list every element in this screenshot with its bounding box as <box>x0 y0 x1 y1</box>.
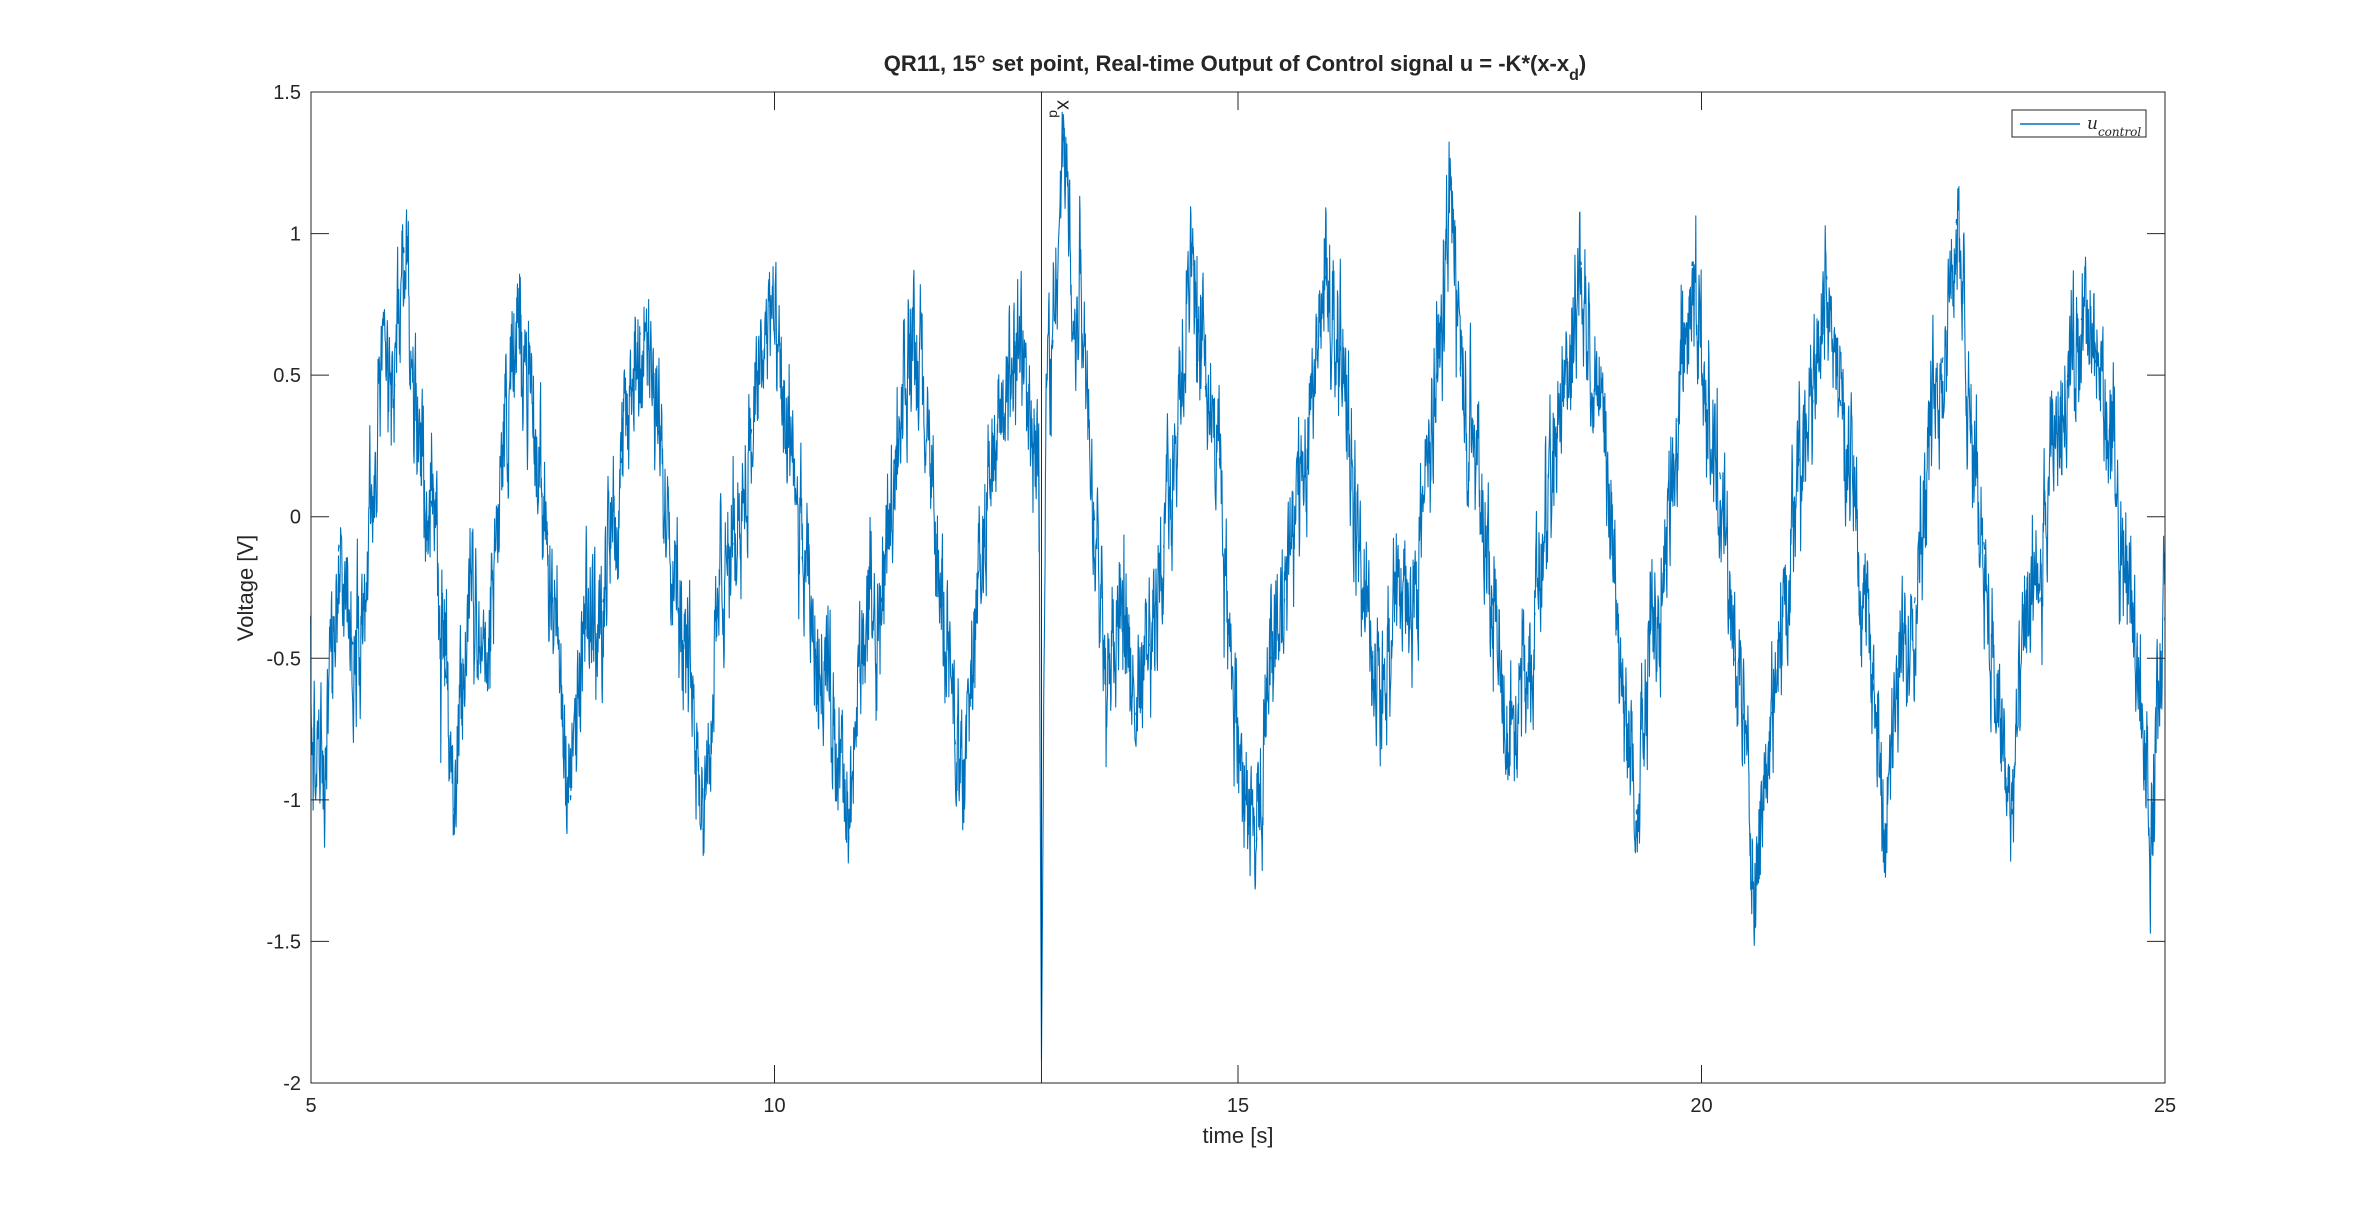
plot-area: xd 5 10 15 20 25 -2 -1.5 -1 -0.5 0 0.5 1 1.5 <box>267 82 2177 1117</box>
y-tick-label: -1.5 <box>267 931 301 953</box>
chart-title-subscript: d <box>1569 67 1579 84</box>
x-tick-label: 20 <box>1690 1095 1712 1117</box>
x-axis-ticks: 5 10 15 20 25 <box>305 92 2176 1117</box>
y-tick-label: 0 <box>290 507 301 529</box>
x-tick-label: 25 <box>2154 1095 2176 1117</box>
chart-title: QR11, 15° set point, Real-time Output of… <box>884 51 1586 84</box>
chart-title-suffix: ) <box>1579 51 1586 76</box>
chart-title-main: QR11, 15° set point, Real-time Output of… <box>884 51 1570 76</box>
annotation-layer: xd <box>1040 92 1074 1083</box>
legend-label-main: u <box>2087 114 2098 134</box>
legend-label-subscript: control <box>2098 125 2141 139</box>
set-point-label-subscript: d <box>1046 110 1062 118</box>
x-axis-label: time [s] <box>1203 1123 1274 1148</box>
x-tick-label: 10 <box>763 1095 785 1117</box>
y-tick-label: 0.5 <box>273 365 301 387</box>
y-tick-label: -2 <box>283 1073 301 1095</box>
y-axis-label: Voltage [V] <box>233 535 258 641</box>
series-layer <box>310 111 2166 1061</box>
y-tick-label: 1.5 <box>273 82 301 104</box>
x-tick-label: 15 <box>1227 1095 1249 1117</box>
x-tick-label: 5 <box>305 1095 316 1117</box>
set-point-label-main: x <box>1052 100 1074 110</box>
legend-label-u-control: ucontrol <box>2087 114 2141 139</box>
plot-background <box>311 92 2165 1083</box>
set-point-label: xd <box>1046 100 1074 118</box>
series-line-u-control <box>310 111 2166 1061</box>
y-tick-label: -1 <box>283 790 301 812</box>
y-tick-label: 1 <box>290 224 301 246</box>
y-axis-ticks: -2 -1.5 -1 -0.5 0 0.5 1 1.5 <box>267 82 2165 1095</box>
y-tick-label: -0.5 <box>267 648 301 670</box>
legend: ucontrol <box>2011 109 2147 139</box>
